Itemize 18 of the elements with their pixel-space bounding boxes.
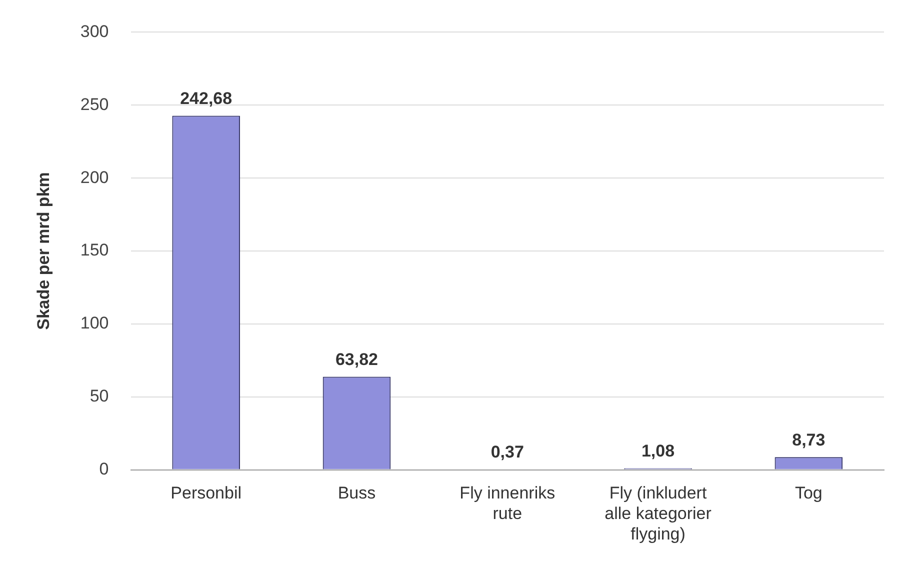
y-axis-title: Skade per mrd pkm (34, 172, 53, 330)
y-tick-label: 100 (80, 314, 109, 333)
data-label: 0,37 (490, 442, 524, 462)
y-tick-label: 200 (80, 168, 109, 187)
y-tick-label: 50 (90, 386, 109, 406)
x-tick-label: Fly (inkludert alle kategorier flyging) (604, 484, 712, 544)
data-label: 63,82 (335, 350, 378, 369)
y-tick-label: 300 (80, 22, 109, 41)
y-tick-label: 150 (80, 240, 109, 260)
y-tick-label: 0 (99, 459, 109, 478)
data-label: 8,73 (792, 430, 826, 450)
x-tick-label: Buss (338, 484, 376, 503)
y-tick-label: 250 (80, 94, 109, 114)
x-tick-label: Fly innenriks rute (460, 484, 556, 524)
data-label: 242,68 (180, 89, 232, 108)
data-label: 1,08 (641, 441, 675, 460)
x-tick-label: Personbil (170, 484, 242, 503)
x-tick-label: Tog (794, 484, 822, 503)
